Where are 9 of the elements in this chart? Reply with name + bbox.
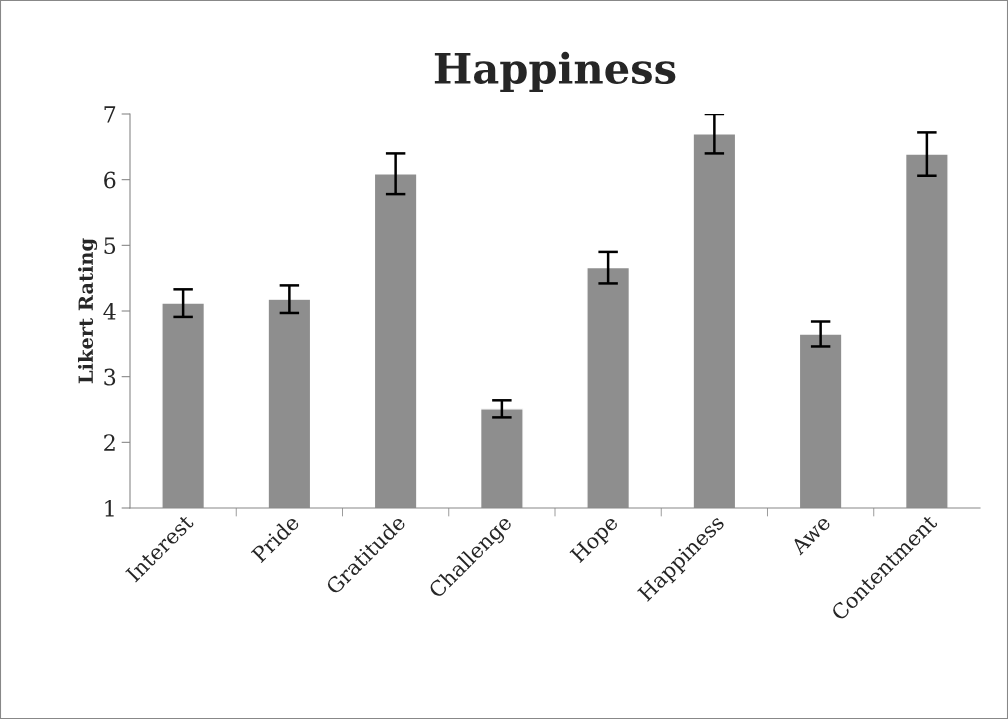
y-tick-label: 3 [104,368,116,386]
y-tick-label: 5 [104,237,116,255]
y-tick-label: 7 [104,106,116,123]
chart-title: Happiness [434,51,676,93]
y-axis-title: Likert Rating [78,238,98,384]
y-tick-label: 2 [104,434,115,451]
y-tick-label: 1 [105,499,114,517]
y-tick-label: 6 [104,171,116,189]
y-tick-label: 4 [103,302,116,320]
